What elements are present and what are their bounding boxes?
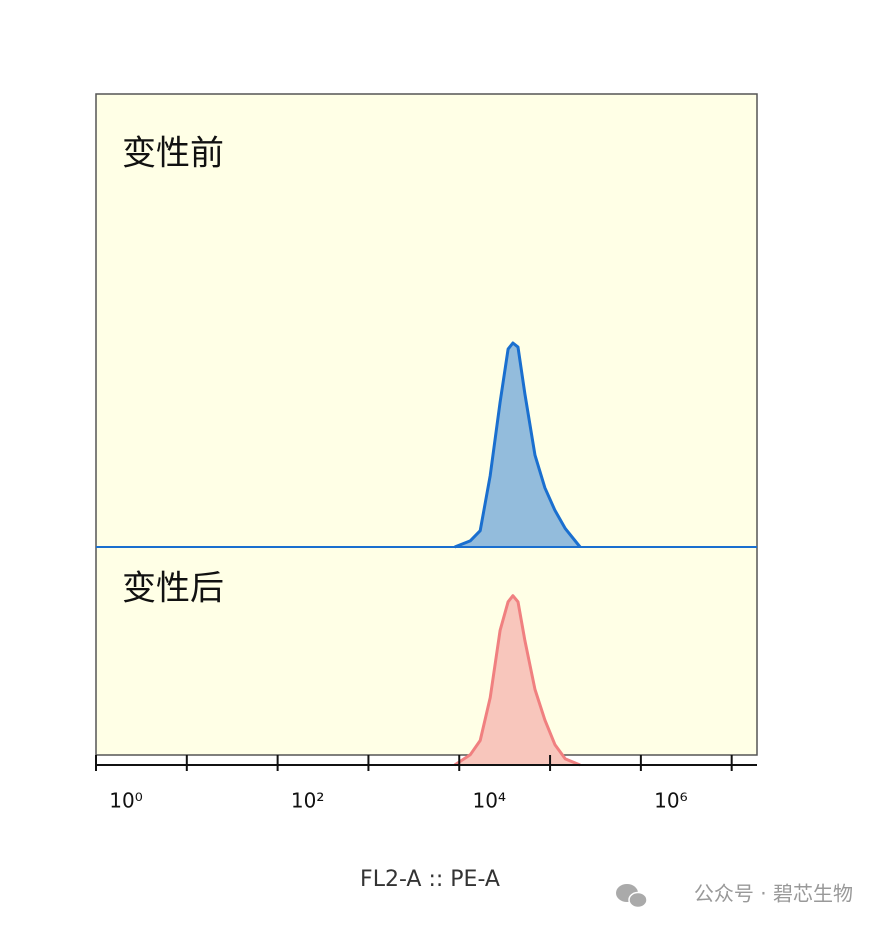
histogram-area <box>454 595 581 765</box>
histogram-area <box>454 343 581 547</box>
x-axis-label: FL2-A :: PE-A <box>360 867 500 892</box>
x-tick-label: 10⁴ <box>473 789 506 813</box>
plot-area <box>95 93 758 756</box>
x-tick-label: 10² <box>291 789 324 813</box>
x-tick-label: 10⁰ <box>109 789 142 813</box>
histogram-line <box>453 594 581 767</box>
watermark-icon <box>616 884 648 909</box>
series-label: 变性前 <box>122 134 224 174</box>
histogram-line <box>454 341 582 549</box>
series-label: 变性后 <box>122 569 224 609</box>
watermark: 公众号 · 碧芯生物 <box>694 882 853 906</box>
x-tick-label: 10⁶ <box>654 789 687 813</box>
